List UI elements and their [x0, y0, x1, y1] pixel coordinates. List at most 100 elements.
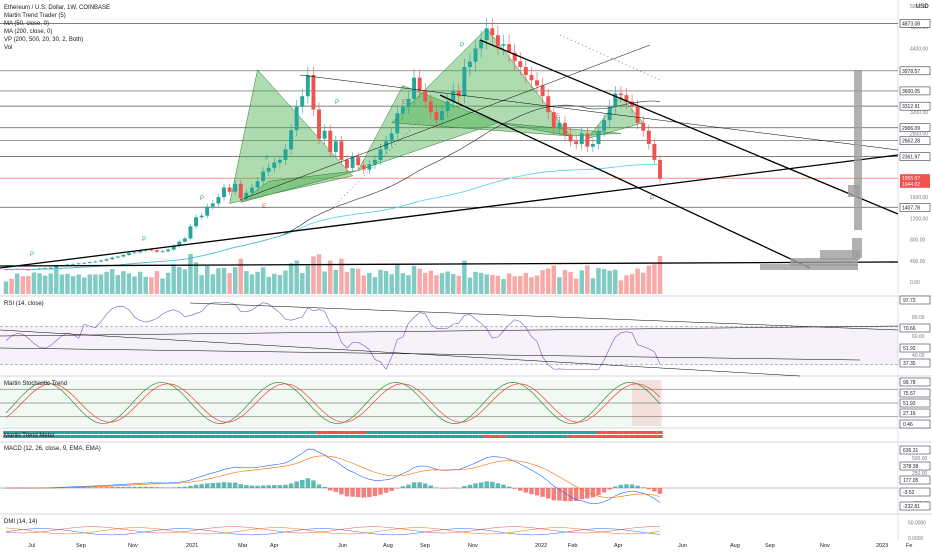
candle-body	[551, 112, 556, 129]
trend-meter-cell	[288, 431, 294, 434]
trend-meter-cell	[400, 435, 406, 438]
macd-histogram-bar	[562, 488, 568, 502]
volume-bar	[249, 274, 255, 294]
x-tick-label-1: Sep	[76, 543, 86, 549]
trend-meter-cell	[204, 435, 211, 438]
x-tick-label-12: Apr	[614, 543, 623, 549]
volume-bar	[406, 275, 411, 294]
candle-body	[305, 75, 310, 97]
trend-meter-cell	[232, 431, 238, 434]
macd-histogram-bar	[534, 488, 540, 496]
price-label-box-9	[899, 203, 931, 212]
volume-bar	[210, 274, 216, 294]
volume-bar	[540, 270, 545, 294]
volume-bar	[456, 275, 462, 294]
trendline-channel-low	[439, 94, 811, 269]
trend-meter-cell	[472, 435, 479, 438]
main-legend: Ethereum / U.S. Dollar, 1W, COINBASE Mar…	[4, 4, 110, 52]
volume-bar	[193, 262, 199, 294]
trend-meter-cell	[265, 431, 272, 434]
pattern-triangle-3	[357, 85, 499, 171]
x-tick-label-9: Nov	[468, 543, 478, 549]
pattern-mark-4: P	[335, 100, 339, 106]
candle-body	[646, 130, 651, 144]
trend-meter-cell	[388, 435, 395, 438]
rsi-trendline-4	[0, 347, 861, 361]
volume-bar	[462, 260, 467, 294]
price-label-box-0	[899, 19, 931, 28]
volume-bar	[652, 264, 657, 294]
trend-meter-cell	[215, 435, 222, 438]
price-label-5: 2662.28	[902, 139, 920, 145]
trend-meter-cell	[372, 431, 378, 434]
trend-meter-cell	[383, 431, 389, 434]
macd-histogram-bar	[434, 487, 439, 488]
trend-meter-cell	[495, 431, 501, 434]
macd-histogram-bar	[395, 488, 400, 489]
trend-meter-cell	[461, 435, 468, 438]
macd-histogram-bar	[154, 487, 160, 488]
candle-body	[138, 250, 143, 253]
trend-meter-cell	[584, 431, 591, 434]
trend-meter-cell	[159, 431, 166, 434]
volume-bar	[562, 269, 568, 294]
candle-body	[333, 141, 338, 152]
trend-meter-cell	[327, 435, 333, 438]
macd-histogram-bar	[400, 486, 406, 488]
volume-bar	[400, 273, 406, 294]
trend-meter-cell	[562, 431, 568, 434]
trend-meter-cell	[394, 431, 401, 434]
trend-meter-cell	[517, 431, 524, 434]
trend-meter-cell	[109, 431, 115, 434]
rsi-line	[5, 302, 661, 370]
trend-meter-cell	[528, 435, 535, 438]
rsi-label-2: 51.92	[903, 346, 916, 352]
stoch-k-line	[5, 381, 661, 425]
macd-histogram-bar	[260, 485, 266, 488]
trend-meter-cell	[360, 431, 367, 434]
volume-bar	[93, 274, 98, 294]
candle-body	[495, 35, 500, 46]
volume-bar	[395, 264, 400, 294]
candle-body	[563, 122, 567, 135]
candle-body	[518, 61, 523, 68]
trend-meter-cell	[578, 431, 585, 434]
stoch-label-2: 51.93	[903, 401, 916, 407]
candle-body	[317, 109, 321, 139]
volume-bar	[473, 271, 478, 294]
trend-meter-cell	[657, 431, 663, 434]
macd-histogram-bar	[646, 488, 652, 490]
x-tick-label-5: Apr	[270, 543, 279, 549]
trend-meter-cell	[416, 431, 423, 434]
trend-meter-cell	[461, 431, 468, 434]
macd-histogram-bar	[333, 488, 339, 492]
trend-meter-cell	[333, 431, 339, 434]
trend-meter-cell	[517, 435, 524, 438]
candle-body	[350, 157, 355, 168]
macd-histogram-bar	[383, 488, 389, 493]
candle-body	[501, 44, 506, 46]
candle-body	[194, 217, 199, 227]
trend-meter-cell	[612, 431, 619, 434]
macd-histogram-bar	[417, 482, 422, 488]
candle-body	[104, 259, 109, 261]
candle-body	[266, 167, 271, 172]
trend-meter-cell	[131, 435, 138, 438]
candle-body	[607, 106, 612, 121]
trend-meter-cell	[405, 431, 412, 434]
macd-histogram-bar	[545, 488, 551, 499]
volume-bar	[31, 272, 37, 294]
volume-bar	[54, 267, 59, 294]
x-tick-label-2: Nov	[128, 543, 138, 549]
trend-meter-cell	[277, 431, 283, 434]
volume-bar	[551, 265, 557, 294]
trend-meter-cell	[400, 431, 406, 434]
volume-bar	[478, 272, 484, 294]
trend-meter-cell	[148, 435, 155, 438]
trend-meter-cell	[612, 435, 619, 438]
candle-body	[244, 192, 249, 199]
candle-body	[630, 101, 635, 107]
volume-bar	[389, 274, 394, 294]
